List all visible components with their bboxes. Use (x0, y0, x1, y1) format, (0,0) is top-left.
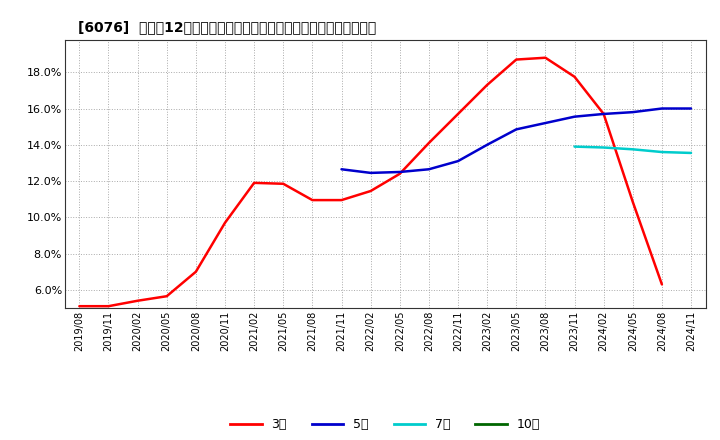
Line: 7年: 7年 (575, 147, 691, 153)
5年 (629, 110, 637, 115)
Text: [6076]  売上高12か月移動合計の対前年同期増減率の標準偏差の推移: [6076] 売上高12か月移動合計の対前年同期増減率の標準偏差の推移 (78, 20, 376, 34)
3年 (133, 298, 142, 304)
3年 (570, 74, 579, 79)
5年 (425, 167, 433, 172)
3年 (366, 188, 375, 194)
3年 (657, 282, 666, 287)
3年 (75, 304, 84, 309)
3年 (192, 269, 200, 275)
5年 (541, 121, 550, 126)
3年 (454, 111, 462, 117)
3年 (395, 171, 404, 176)
3年 (512, 57, 521, 62)
3年 (104, 304, 113, 309)
5年 (599, 111, 608, 117)
3年 (483, 82, 492, 88)
7年 (657, 150, 666, 155)
3年 (308, 198, 317, 203)
Line: 3年: 3年 (79, 58, 662, 306)
3年 (629, 199, 637, 205)
3年 (541, 55, 550, 60)
3年 (425, 140, 433, 146)
5年 (337, 167, 346, 172)
3年 (250, 180, 258, 186)
5年 (366, 170, 375, 176)
3年 (599, 111, 608, 117)
5年 (454, 158, 462, 164)
3年 (163, 293, 171, 299)
Legend: 3年, 5年, 7年, 10年: 3年, 5年, 7年, 10年 (225, 413, 545, 436)
3年 (279, 181, 287, 187)
5年 (687, 106, 696, 111)
5年 (512, 127, 521, 132)
5年 (395, 169, 404, 175)
Line: 5年: 5年 (341, 109, 691, 173)
7年 (687, 150, 696, 156)
5年 (483, 142, 492, 147)
5年 (570, 114, 579, 119)
5年 (657, 106, 666, 111)
7年 (570, 144, 579, 149)
7年 (629, 147, 637, 152)
7年 (599, 145, 608, 150)
3年 (337, 198, 346, 203)
3年 (220, 220, 229, 225)
